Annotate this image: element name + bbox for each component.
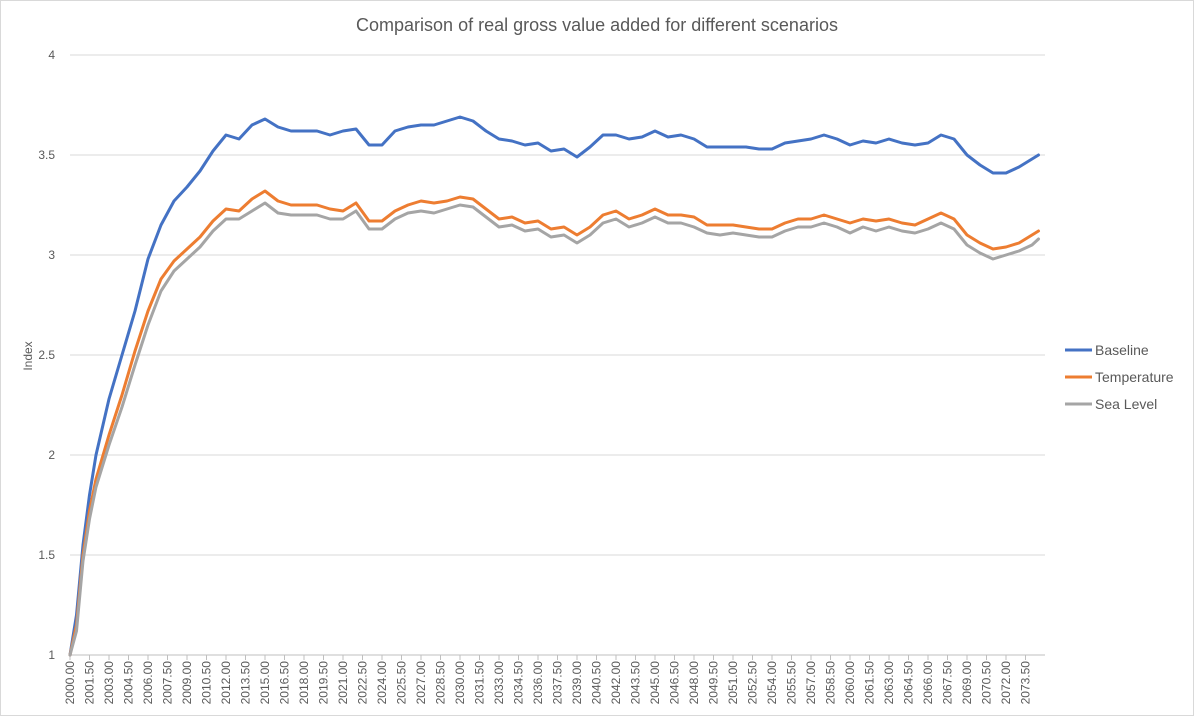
y-tick-label: 2: [48, 448, 55, 462]
x-tick-label: 2018.00: [297, 661, 311, 705]
x-tick-label: 2073.50: [1019, 661, 1033, 705]
series-line: [68, 189, 1040, 657]
x-tick-label: 2054.00: [765, 661, 779, 705]
x-tick-label: 2055.50: [785, 661, 799, 705]
x-tick-label: 2061.50: [863, 661, 877, 705]
x-tick-label: 2016.50: [278, 661, 292, 705]
x-tick-label: 2021.00: [336, 661, 350, 705]
x-tick-label: 2066.00: [921, 661, 935, 705]
x-tick-label: 2001.50: [83, 661, 97, 705]
legend-label: Baseline: [1095, 342, 1149, 358]
y-tick-label: 1: [48, 648, 55, 662]
x-tick-label: 2060.00: [843, 661, 857, 705]
x-tick-label: 2037.50: [551, 661, 565, 705]
x-tick-label: 2040.50: [590, 661, 604, 705]
x-tick-label: 2000.00: [63, 661, 77, 705]
y-tick-label: 3.5: [38, 148, 55, 162]
series-line: [68, 115, 1040, 657]
x-tick-label: 2043.50: [629, 661, 643, 705]
x-tick-label: 2019.50: [317, 661, 331, 705]
x-tick-label: 2027.00: [414, 661, 428, 705]
x-tick-label: 2052.50: [746, 661, 760, 705]
x-tick-label: 2012.00: [219, 661, 233, 705]
legend-label: Sea Level: [1095, 396, 1157, 412]
chart-title: Comparison of real gross value added for…: [356, 15, 838, 35]
x-tick-label: 2010.50: [200, 661, 214, 705]
x-tick-label: 2030.00: [453, 661, 467, 705]
x-tick-label: 2031.50: [473, 661, 487, 705]
x-tick-label: 2009.00: [180, 661, 194, 705]
x-tick-label: 2039.00: [570, 661, 584, 705]
x-tick-label: 2072.00: [999, 661, 1013, 705]
x-tick-label: 2034.50: [512, 661, 526, 705]
x-tick-label: 2045.00: [648, 661, 662, 705]
y-tick-labels: 1 1.5 2 2.5 3 3.5 4: [38, 48, 55, 662]
x-tick-label: 2064.50: [902, 661, 916, 705]
y-tick-label: 2.5: [38, 348, 55, 362]
legend-label: Temperature: [1095, 369, 1174, 385]
x-tick-label: 2048.00: [687, 661, 701, 705]
y-tick-label: 1.5: [38, 548, 55, 562]
series-lines: [68, 115, 1040, 657]
x-axis: [69, 654, 1045, 660]
y-tick-label: 4: [48, 48, 55, 62]
x-tick-label: 2015.00: [258, 661, 272, 705]
x-tick-label: 2028.50: [434, 661, 448, 705]
series-line: [68, 201, 1040, 657]
x-tick-label: 2063.00: [882, 661, 896, 705]
y-tick-label: 3: [48, 248, 55, 262]
x-tick-labels: 2000.00 2001.50 2003.00 2004.50 2006.00 2007.…: [63, 661, 1033, 705]
x-tick-label: 2007.50: [161, 661, 175, 705]
x-tick-label: 2025.50: [395, 661, 409, 705]
x-tick-label: 2046.50: [668, 661, 682, 705]
x-tick-label: 2013.50: [239, 661, 253, 705]
legend: Baseline Temperature Sea Level: [1065, 342, 1174, 412]
x-tick-label: 2024.00: [375, 661, 389, 705]
x-tick-label: 2058.50: [824, 661, 838, 705]
x-tick-label: 2036.00: [531, 661, 545, 705]
x-tick-label: 2033.00: [492, 661, 506, 705]
x-tick-label: 2006.00: [141, 661, 155, 705]
x-tick-label: 2042.00: [609, 661, 623, 705]
x-tick-label: 2070.50: [980, 661, 994, 705]
x-tick-label: 2049.50: [707, 661, 721, 705]
x-tick-label: 2057.00: [804, 661, 818, 705]
x-tick-label: 2003.00: [102, 661, 116, 705]
x-tick-label: 2067.50: [941, 661, 955, 705]
x-tick-label: 2022.50: [356, 661, 370, 705]
x-tick-label: 2069.00: [960, 661, 974, 705]
y-axis-title: Index: [21, 341, 35, 370]
x-tick-label: 2004.50: [122, 661, 136, 705]
x-tick-label: 2051.00: [726, 661, 740, 705]
